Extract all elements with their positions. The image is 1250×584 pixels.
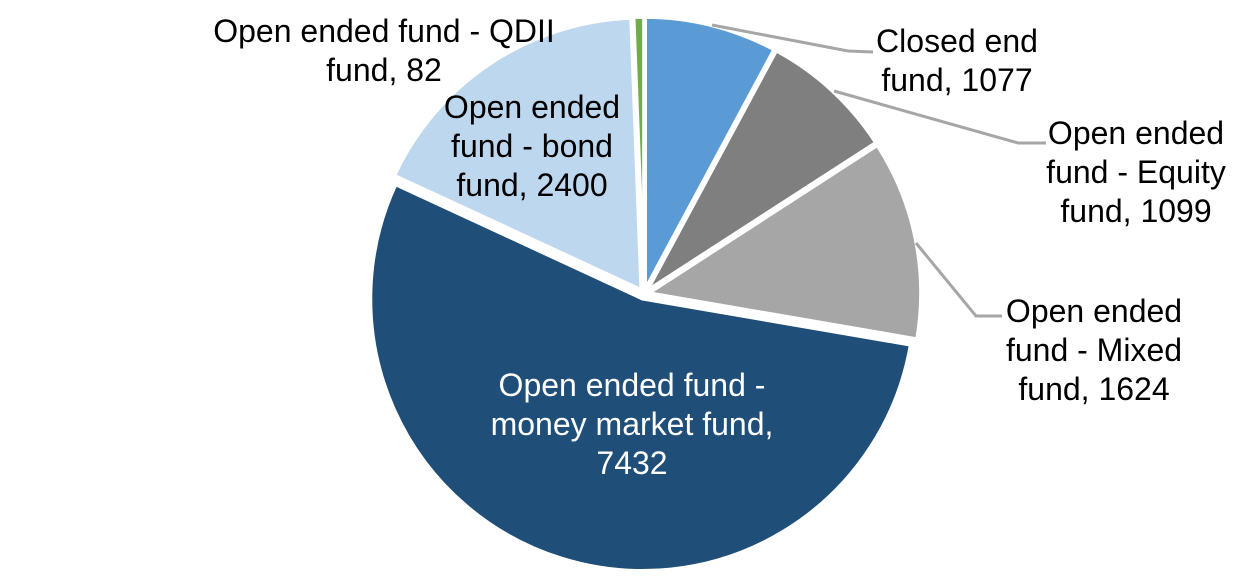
leader-line-closed-end-fund [711,23,874,54]
label-line: Closed end [876,23,1038,59]
label-line: fund, 82 [326,52,442,88]
label-line: Open ended [443,89,621,125]
label-qdii-fund: Open ended fund - QDII fund, 82 [213,12,555,90]
label-line: Open ended [1047,115,1225,151]
label-line: Open ended fund - [498,367,766,403]
label-line: fund, 2400 [456,167,608,203]
label-line: fund - bond [451,128,613,164]
label-line: Open ended fund - QDII [213,13,555,49]
label-bond-fund: Open ended fund - bond fund, 2400 [444,88,620,205]
label-line: 7432 [596,445,668,481]
label-line: fund - Mixed [1005,332,1183,368]
pie-slice-2[interactable] [644,142,923,342]
pie-slice-1[interactable] [645,48,879,292]
label-line: fund - Equity [1046,154,1226,190]
leader-lines [711,23,1046,318]
label-line: fund, 1099 [1060,193,1212,229]
label-line: fund, 1077 [881,62,1033,98]
label-money-market-fund: Open ended fund - money market fund, 743… [491,366,774,483]
label-closed-end-fund: Closed end fund, 1077 [876,22,1038,100]
label-mixed-fund: Open ended fund - Mixed fund, 1624 [1006,292,1182,409]
leader-line-mixed-fund [914,242,1002,318]
pie-slice-3[interactable] [368,182,913,573]
leader-line-equity-fund [833,89,1046,145]
label-line: Open ended [1005,293,1183,329]
pie-slice-5[interactable] [631,15,646,290]
label-line: fund, 1624 [1018,371,1170,407]
pie-slice-4[interactable] [392,16,644,293]
label-equity-fund: Open ended fund - Equity fund, 1099 [1046,114,1226,231]
pie-slices [368,15,923,573]
label-line: money market fund, [490,406,774,442]
pie-slice-0[interactable] [643,15,777,290]
